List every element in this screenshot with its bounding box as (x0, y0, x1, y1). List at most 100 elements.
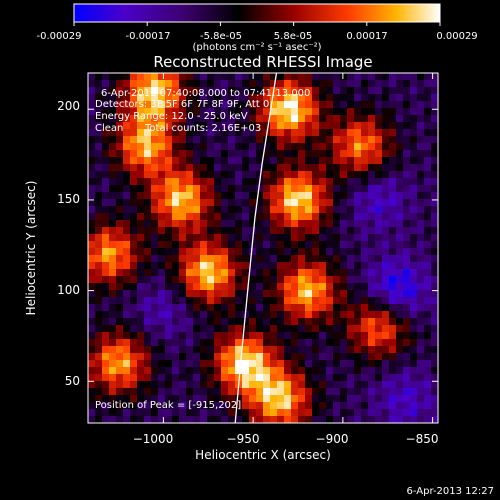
heatmap-cell (298, 262, 306, 270)
heatmap-cell (382, 297, 390, 305)
heatmap-cell (389, 388, 397, 396)
heatmap-cell (186, 185, 194, 193)
heatmap-cell (382, 164, 390, 172)
heatmap-cell (424, 150, 432, 158)
heatmap-cell (368, 164, 376, 172)
heatmap-cell (256, 150, 264, 158)
heatmap-cell (228, 325, 236, 333)
heatmap-cell (291, 108, 299, 116)
heatmap-cell (270, 395, 278, 403)
heatmap-cell (151, 213, 159, 221)
heatmap-cell (242, 262, 250, 270)
heatmap-cell (284, 402, 292, 410)
heatmap-cell (95, 416, 103, 423)
heatmap-cell (270, 192, 278, 200)
heatmap-cell (277, 213, 285, 221)
heatmap-cell (221, 388, 229, 396)
heatmap-cell (151, 395, 159, 403)
heatmap-cell (172, 143, 180, 151)
heatmap-cell (396, 367, 404, 375)
heatmap-cell (116, 164, 124, 172)
heatmap-cell (305, 108, 313, 116)
heatmap-cell (284, 297, 292, 305)
heatmap-cell (326, 388, 334, 396)
heatmap-cell (137, 171, 145, 179)
heatmap-cell (221, 80, 229, 88)
heatmap-cell (396, 276, 404, 284)
heatmap-cell (200, 395, 208, 403)
heatmap-cell (228, 178, 236, 186)
heatmap-cell (123, 262, 131, 270)
heatmap-cell (305, 290, 313, 298)
heatmap-cell (95, 276, 103, 284)
heatmap-cell (347, 381, 355, 389)
heatmap-cell (249, 283, 257, 291)
heatmap-cell (340, 416, 348, 423)
heatmap-cell (256, 129, 264, 137)
heatmap-cell (95, 87, 103, 95)
heatmap-cell (235, 290, 243, 298)
heatmap-cell (158, 318, 166, 326)
heatmap-cell (291, 157, 299, 165)
heatmap-cell (291, 80, 299, 88)
heatmap-cell (312, 164, 320, 172)
heatmap-cell (270, 248, 278, 256)
heatmap-cell (424, 395, 432, 403)
heatmap-cell (116, 80, 124, 88)
heatmap-cell (144, 108, 152, 116)
heatmap-cell (382, 283, 390, 291)
heatmap-cell (396, 416, 404, 423)
heatmap-cell (312, 297, 320, 305)
heatmap-cell (396, 339, 404, 347)
heatmap-cell (361, 87, 369, 95)
heatmap-cell (424, 374, 432, 382)
heatmap-cell (172, 318, 180, 326)
heatmap-cell (242, 297, 250, 305)
heatmap-cell (333, 178, 341, 186)
heatmap-cell (375, 262, 383, 270)
heatmap-cell (431, 325, 438, 333)
heatmap-cell (277, 283, 285, 291)
heatmap-cell (102, 402, 110, 410)
heatmap-cell (144, 374, 152, 382)
heatmap-cell (228, 108, 236, 116)
heatmap-cell (396, 269, 404, 277)
heatmap-cell (158, 332, 166, 340)
heatmap-cell (151, 157, 159, 165)
heatmap-cell (151, 402, 159, 410)
heatmap-cell (186, 402, 194, 410)
heatmap-cell (431, 122, 438, 130)
heatmap-cell (389, 269, 397, 277)
heatmap-cell (284, 129, 292, 137)
heatmap-cell (95, 178, 103, 186)
heatmap-cell (130, 311, 138, 319)
heatmap-cell (389, 248, 397, 256)
heatmap-cell (256, 325, 264, 333)
heatmap-cell (242, 80, 250, 88)
heatmap-cell (116, 402, 124, 410)
heatmap-cell (123, 297, 131, 305)
heatmap-cell (214, 304, 222, 312)
heatmap-cell (319, 339, 327, 347)
heatmap-cell (431, 367, 438, 375)
heatmap-cell (179, 164, 187, 172)
heatmap-cell (305, 192, 313, 200)
heatmap-cell (123, 122, 131, 130)
heatmap-cell (382, 241, 390, 249)
heatmap-cell (165, 199, 173, 207)
heatmap-cell (291, 171, 299, 179)
heatmap-cell (151, 227, 159, 235)
heatmap-cell (347, 416, 355, 423)
heatmap-cell (305, 304, 313, 312)
heatmap-cell (354, 409, 362, 417)
heatmap-cell (333, 94, 341, 102)
heatmap-cell (333, 360, 341, 368)
heatmap-cell (151, 325, 159, 333)
heatmap-cell (340, 353, 348, 361)
heatmap-cell (116, 122, 124, 130)
heatmap-cell (123, 73, 131, 81)
heatmap-cell (417, 94, 425, 102)
heatmap-cell (389, 115, 397, 123)
heatmap-cell (116, 262, 124, 270)
heatmap-cell (116, 283, 124, 291)
